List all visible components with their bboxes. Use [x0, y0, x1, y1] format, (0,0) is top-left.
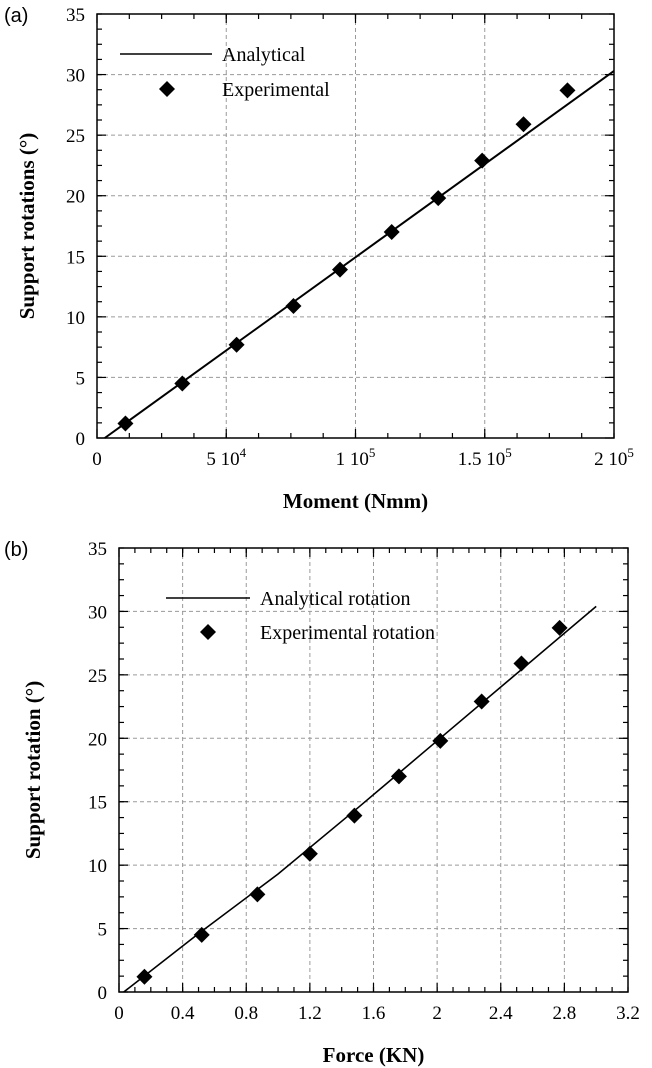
- series-line-analytical: [104, 70, 615, 439]
- y-tick-label: 0: [76, 429, 86, 450]
- plot-frame: [96, 13, 615, 439]
- plot-frame: [118, 547, 629, 993]
- x-tick-label: 1 105: [336, 445, 376, 470]
- data-point-experimental: [551, 619, 568, 636]
- data-point-experimental: [136, 968, 153, 985]
- x-tick-label: 0: [92, 449, 102, 470]
- legend-diamond-symbol: [200, 624, 216, 640]
- chart-panel-b: (b) 0 5 10 15 20 25 30 35 0 0.4 0.8 1.2 1.6 2 2.4 2.8 3.2…: [4, 539, 640, 1067]
- data-point-experimental: [473, 693, 490, 710]
- y-tick-label: 10: [66, 308, 85, 329]
- y-tick-label: 25: [66, 126, 85, 147]
- y-tick-label: 5: [98, 920, 108, 941]
- x-tick-text: 2: [432, 1003, 442, 1024]
- data-point-experimental: [559, 82, 576, 99]
- data-point-experimental: [432, 732, 449, 749]
- x-tick-label: 1.5 105: [458, 445, 512, 470]
- x-tick-label: 0.4: [171, 1003, 195, 1024]
- x-tick-text: 0.8: [234, 1003, 258, 1024]
- x-tick-exponent: 5: [505, 445, 512, 460]
- y-tick-label: 15: [88, 793, 107, 814]
- x-tick-text: 2 10: [594, 449, 627, 470]
- x-tick-exponent: 4: [240, 445, 247, 460]
- x-tick-label: 2.8: [553, 1003, 577, 1024]
- data-point-experimental: [513, 655, 530, 672]
- x-tick-text: 2.8: [553, 1003, 577, 1024]
- y-tick-label: 0: [98, 983, 108, 1004]
- data-point-experimental: [285, 297, 302, 314]
- x-tick-label: 5 104: [206, 445, 246, 470]
- y-tick-label: 35: [88, 539, 107, 560]
- legend-label: Analytical: [222, 44, 306, 66]
- legend: Analytical Experimental: [120, 44, 330, 101]
- legend: Analytical rotation Experimental rotation: [166, 588, 435, 644]
- data-point-experimental: [515, 116, 532, 133]
- data-point-experimental: [193, 926, 210, 943]
- x-tick-label: 1.6: [362, 1003, 386, 1024]
- data-point-experimental: [390, 768, 407, 785]
- data-point-experimental: [474, 152, 491, 169]
- legend-label: Experimental: [222, 79, 330, 101]
- x-tick-text: 0: [92, 449, 102, 470]
- x-tick-label: 0: [114, 1003, 124, 1024]
- x-tick-text: 0.4: [171, 1003, 195, 1024]
- panel-label: (a): [4, 5, 28, 27]
- y-axis-title: Support rotation (°): [21, 681, 45, 859]
- x-tick-text: 1.2: [298, 1003, 322, 1024]
- y-tick-label: 10: [88, 856, 107, 877]
- data-point-experimental: [228, 336, 245, 353]
- x-tick-text: 1.5 10: [458, 449, 506, 470]
- data-point-experimental: [346, 807, 363, 824]
- x-tick-text: 3.2: [616, 1003, 640, 1024]
- x-tick-text: 0: [114, 1003, 124, 1024]
- data-point-experimental: [430, 190, 447, 207]
- x-tick-label: 1.2: [298, 1003, 322, 1024]
- x-tick-label: 2: [432, 1003, 442, 1024]
- x-tick-text: 2.4: [489, 1003, 513, 1024]
- y-tick-label: 15: [66, 247, 85, 268]
- y-tick-label: 35: [66, 5, 85, 26]
- x-tick-exponent: 5: [627, 445, 634, 460]
- y-tick-label: 30: [66, 66, 85, 87]
- data-point-experimental: [117, 415, 134, 432]
- y-axis-title: Support rotations (°): [15, 133, 39, 320]
- y-tick-label: 30: [88, 602, 107, 623]
- x-tick-label: 0.8: [234, 1003, 258, 1024]
- legend-label: Analytical rotation: [260, 588, 411, 610]
- y-tick-label: 20: [88, 729, 107, 750]
- data-point-experimental: [249, 886, 266, 903]
- x-tick-exponent: 5: [369, 445, 376, 460]
- x-tick-label: 2.4: [489, 1003, 513, 1024]
- x-axis-title: Force (KN): [323, 1043, 425, 1067]
- y-tick-label: 25: [88, 666, 107, 687]
- legend-diamond-symbol: [159, 81, 175, 97]
- legend-label: Experimental rotation: [260, 622, 435, 644]
- x-tick-text: 1 10: [336, 449, 369, 470]
- x-tick-text: 5 10: [206, 449, 239, 470]
- data-point-experimental: [301, 845, 318, 862]
- data-point-experimental: [331, 261, 348, 278]
- data-point-experimental: [383, 224, 400, 241]
- y-tick-label: 20: [66, 187, 85, 208]
- panel-label: (b): [4, 539, 28, 561]
- x-tick-label: 3.2: [616, 1003, 640, 1024]
- x-tick-label: 2 105: [594, 445, 634, 470]
- x-tick-text: 1.6: [362, 1003, 386, 1024]
- data-point-experimental: [174, 375, 191, 392]
- y-tick-label: 5: [76, 368, 86, 389]
- x-axis-title: Moment (Nmm): [283, 489, 428, 513]
